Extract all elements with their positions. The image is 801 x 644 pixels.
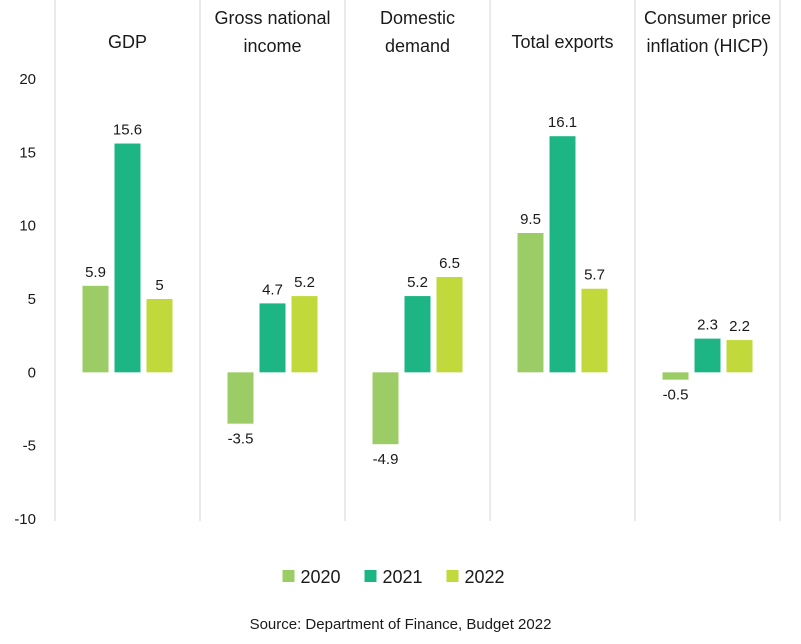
bar-2020 <box>227 372 254 424</box>
y-tick-label: 20 <box>19 71 36 88</box>
data-label: -4.9 <box>373 451 399 468</box>
data-label: 5.2 <box>294 274 315 291</box>
category-label: Gross national <box>214 8 330 28</box>
legend-swatch <box>282 570 295 582</box>
data-label: 2.2 <box>729 318 750 335</box>
data-label: 5.7 <box>584 267 605 284</box>
bar-2021 <box>694 338 721 373</box>
legend-label: 2020 <box>301 567 341 587</box>
bar-2021 <box>114 143 141 373</box>
bar-2020 <box>372 372 399 445</box>
data-label: 15.6 <box>113 122 142 139</box>
bar-2022 <box>726 340 753 373</box>
source-note: Source: Department of Finance, Budget 20… <box>249 616 552 633</box>
data-label: 6.5 <box>439 255 460 272</box>
bar-2022 <box>436 277 463 373</box>
bar-2022 <box>291 296 318 373</box>
data-label: 9.5 <box>520 211 541 228</box>
legend-label: 2021 <box>383 567 423 587</box>
category-label: inflation (HICP) <box>646 36 768 56</box>
category-label: income <box>243 36 301 56</box>
y-tick-label: -5 <box>23 438 36 455</box>
category-label: demand <box>385 36 450 56</box>
category-label: Total exports <box>511 32 613 52</box>
bar-2022 <box>146 299 173 373</box>
bar-2022 <box>581 288 608 373</box>
bar-chart: 20 15 10 5 0 -5 -10 GDP Gross national income Dome… <box>14 0 781 587</box>
bar-2021 <box>259 303 286 373</box>
data-label: 5 <box>155 277 163 294</box>
bar-2021 <box>404 296 431 373</box>
data-label: 5.2 <box>407 274 428 291</box>
category-label: GDP <box>108 32 147 52</box>
y-tick-label: 10 <box>19 218 36 235</box>
data-label: 4.7 <box>262 281 283 298</box>
y-tick-label: 0 <box>28 364 36 381</box>
legend-swatch <box>446 570 459 582</box>
category-label: Domestic <box>380 8 455 28</box>
bar-2021 <box>549 136 576 373</box>
legend-label: 2022 <box>465 567 505 587</box>
bar-2020 <box>82 285 109 373</box>
bar-2020 <box>662 372 689 380</box>
data-label: -0.5 <box>663 387 689 404</box>
y-tick-label: 15 <box>19 144 36 161</box>
category-label: Consumer price <box>644 8 771 28</box>
y-tick-label: 5 <box>28 291 36 308</box>
data-label: 5.9 <box>85 264 106 281</box>
data-label: -3.5 <box>228 431 254 448</box>
data-label: 2.3 <box>697 317 718 334</box>
data-label: 16.1 <box>548 114 577 131</box>
legend-swatch <box>364 570 377 582</box>
bar-2020 <box>517 233 544 373</box>
y-tick-label: -10 <box>14 511 36 528</box>
